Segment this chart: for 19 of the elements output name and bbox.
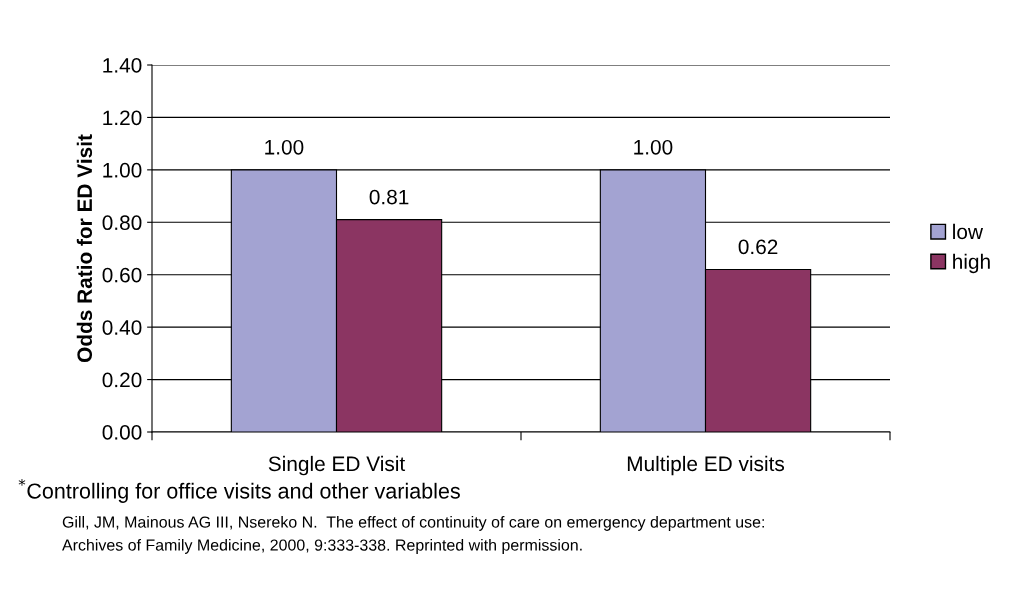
y-tick-label: 1.00 <box>103 162 142 178</box>
text: $^{*}$Controlling for office visits and other variables <box>18 479 460 503</box>
y-tick-label: 0.60 <box>102 267 142 283</box>
x-tick-label: Multiple ED visits <box>627 455 785 476</box>
data-label: 0.62 <box>738 239 778 255</box>
y-tick-label: 0.40 <box>102 320 142 335</box>
data-label: 1.00 <box>265 139 304 155</box>
data-label: 1.00 <box>634 139 673 155</box>
legend-label: low <box>953 223 984 240</box>
x-tick-label: Single ED Visit <box>268 455 406 476</box>
text: Gill, JM, Mainous AG III, Nsereko N. The effect of continuity of care on emergency department use: Archives of Family Medicine, 2000, 9:333-338. Reprinted with permission. <box>62 516 764 554</box>
y-tick-label: 0.00 <box>102 425 142 440</box>
data-label: 0.81 <box>369 189 409 205</box>
y-tick-label: 1.40 <box>103 58 142 73</box>
y-axis-title: Odds Ratio for ED Visit <box>76 134 93 363</box>
y-tick-label: 0.80 <box>102 215 142 231</box>
y-tick-label: 0.20 <box>102 372 142 388</box>
y-tick-label: 1.20 <box>103 110 142 126</box>
legend-label: high <box>953 253 990 274</box>
